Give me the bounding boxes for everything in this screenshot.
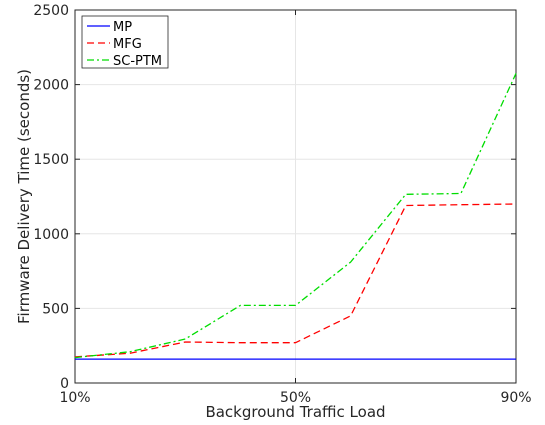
y-tick-label: 1000: [33, 227, 69, 243]
y-tick-label: 2000: [33, 78, 69, 94]
legend-label-mp: MP: [113, 20, 132, 35]
axis-ticks: 0 500 1000 1500 2000 2500 10% 50% 90%: [33, 3, 531, 406]
grid-lines: [75, 10, 516, 383]
series-lines: [74, 73, 517, 360]
y-tick-label: 1500: [33, 152, 69, 168]
legend-box: [81, 15, 169, 69]
x-axis-title: Background Traffic Load: [205, 403, 385, 421]
x-tick-label: 90%: [500, 390, 531, 406]
legend-label-mfg: MFG: [113, 37, 142, 52]
series-line-sc-ptm: [74, 73, 517, 359]
y-tick-label: 500: [42, 301, 69, 317]
legend-label-sc-ptm: SC-PTM: [113, 54, 162, 69]
y-tick-label: 0: [60, 376, 69, 392]
y-tick-label: 2500: [33, 3, 69, 19]
x-tick-label: 10%: [59, 390, 90, 406]
legend: MP MFG SC-PTM: [81, 15, 169, 69]
y-axis-title: Firmware Delivery Time (seconds): [15, 69, 33, 324]
x-tick-label: 50%: [280, 390, 311, 406]
series-line-mfg: [74, 203, 517, 358]
